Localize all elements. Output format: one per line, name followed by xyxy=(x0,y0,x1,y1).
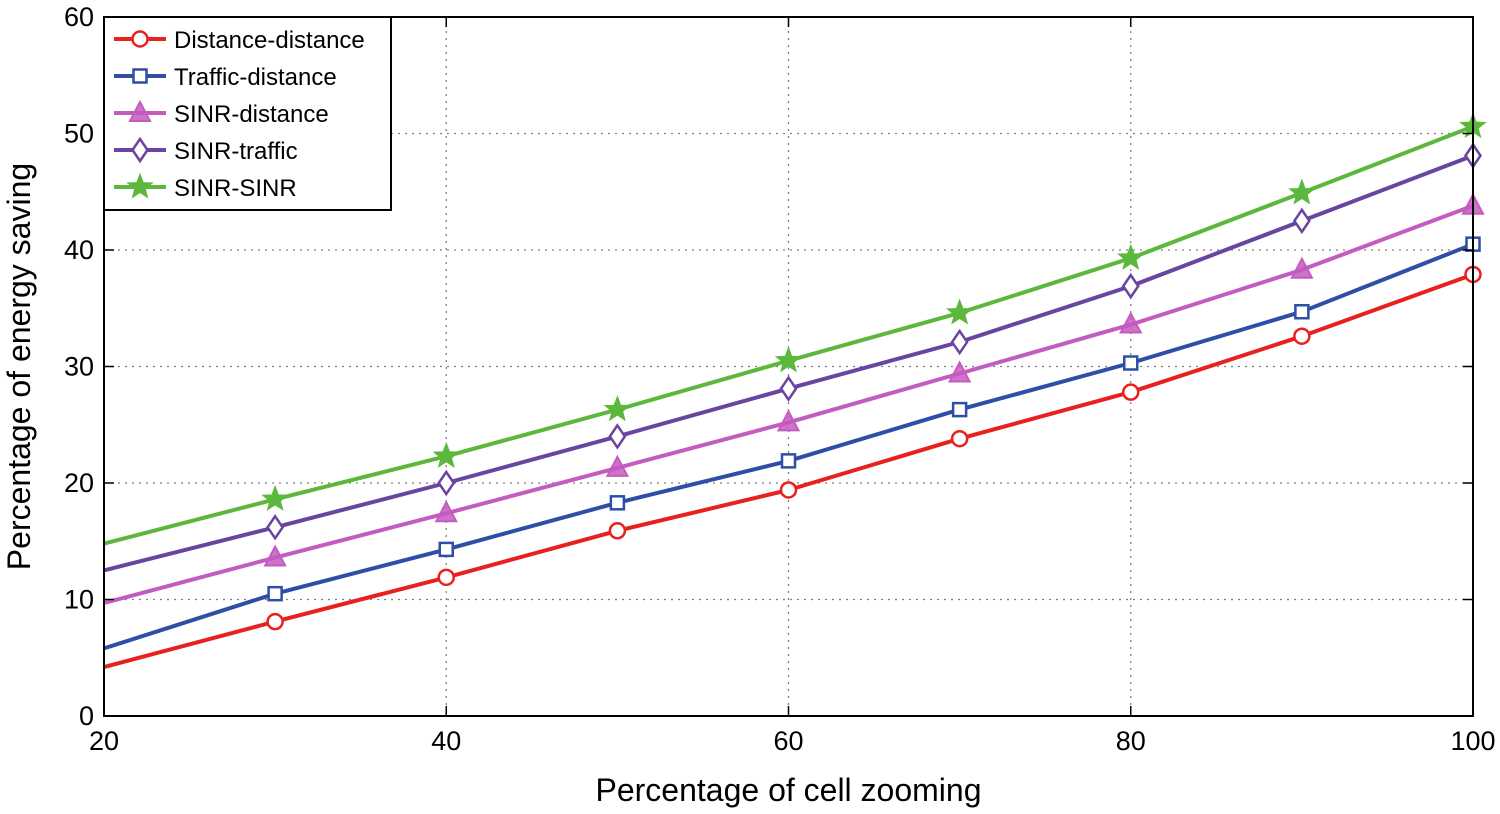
series-traffic-distance xyxy=(103,236,1481,651)
x-tick-label: 20 xyxy=(89,726,119,756)
x-axis-label: Percentage of cell zooming xyxy=(596,772,982,808)
point-marker xyxy=(1123,355,1139,371)
x-tick-label: 40 xyxy=(431,726,461,756)
point-marker xyxy=(437,469,456,497)
point-marker xyxy=(608,522,627,540)
series-distance-distance xyxy=(103,265,1482,670)
axis-ticks: 20 40 60 80 100 0 10 20 30 40 50 60 xyxy=(64,2,1496,756)
point-marker xyxy=(1293,327,1311,345)
point-marker xyxy=(774,346,803,373)
legend-label: SINR-SINR xyxy=(174,175,297,202)
point-marker xyxy=(131,30,149,48)
legend: Distance-distance Traffic-distance SINR-di… xyxy=(103,16,392,211)
series-layer xyxy=(103,112,1487,670)
point-marker xyxy=(779,375,798,402)
y-tick-label: 10 xyxy=(64,585,94,615)
y-tick-label: 20 xyxy=(64,468,94,498)
legend-label: Traffic-distance xyxy=(174,64,337,91)
y-tick-label: 40 xyxy=(64,235,94,265)
y-tick-label: 0 xyxy=(79,701,94,731)
legend-item: SINR-traffic xyxy=(114,136,298,165)
point-marker xyxy=(434,500,458,523)
point-marker xyxy=(1292,207,1311,235)
point-marker xyxy=(437,568,455,587)
point-marker xyxy=(945,298,974,325)
point-marker xyxy=(1117,243,1145,270)
point-marker xyxy=(780,453,797,469)
point-marker xyxy=(950,429,969,448)
point-marker xyxy=(1119,311,1143,334)
legend-label: SINR-distance xyxy=(174,101,329,128)
point-marker xyxy=(1288,178,1316,205)
point-marker xyxy=(438,541,454,558)
point-marker xyxy=(776,409,801,432)
point-marker xyxy=(432,441,460,468)
legend-item: Distance-distance xyxy=(114,27,365,54)
legend-item: SINR-distance xyxy=(114,99,329,128)
y-axis-label: Percentage of energy saving xyxy=(1,163,37,570)
legend-item: SINR-SINR xyxy=(114,172,297,202)
point-marker xyxy=(130,136,150,164)
series-sinr-sinr xyxy=(103,112,1487,546)
point-marker xyxy=(1122,383,1140,401)
point-marker xyxy=(947,360,972,383)
point-marker xyxy=(128,99,152,122)
point-marker xyxy=(132,68,148,84)
point-marker xyxy=(263,544,287,567)
point-marker xyxy=(779,481,798,499)
point-marker xyxy=(950,328,969,356)
point-marker xyxy=(1121,272,1140,300)
series-sinr-distance xyxy=(103,192,1485,605)
legend-label: Distance-distance xyxy=(174,27,365,54)
point-marker xyxy=(266,514,285,541)
series-sinr-traffic xyxy=(103,142,1483,573)
x-tick-label: 80 xyxy=(1116,726,1146,756)
x-tick-label: 60 xyxy=(773,726,803,756)
y-tick-label: 50 xyxy=(64,119,94,149)
point-marker xyxy=(603,395,632,422)
x-tick-label: 100 xyxy=(1450,726,1495,756)
point-marker xyxy=(1290,256,1314,279)
point-marker xyxy=(266,612,284,631)
point-marker xyxy=(126,172,154,199)
y-tick-label: 60 xyxy=(64,2,94,32)
y-tick-label: 30 xyxy=(64,352,94,382)
legend-item: Traffic-distance xyxy=(114,64,337,91)
point-marker xyxy=(609,495,626,511)
point-marker xyxy=(261,484,289,511)
point-marker xyxy=(267,585,283,602)
point-marker xyxy=(951,401,968,418)
point-marker xyxy=(605,454,630,477)
legend-label: SINR-traffic xyxy=(174,138,298,165)
point-marker xyxy=(608,423,627,450)
grid xyxy=(104,17,1473,716)
point-marker xyxy=(1294,303,1310,320)
